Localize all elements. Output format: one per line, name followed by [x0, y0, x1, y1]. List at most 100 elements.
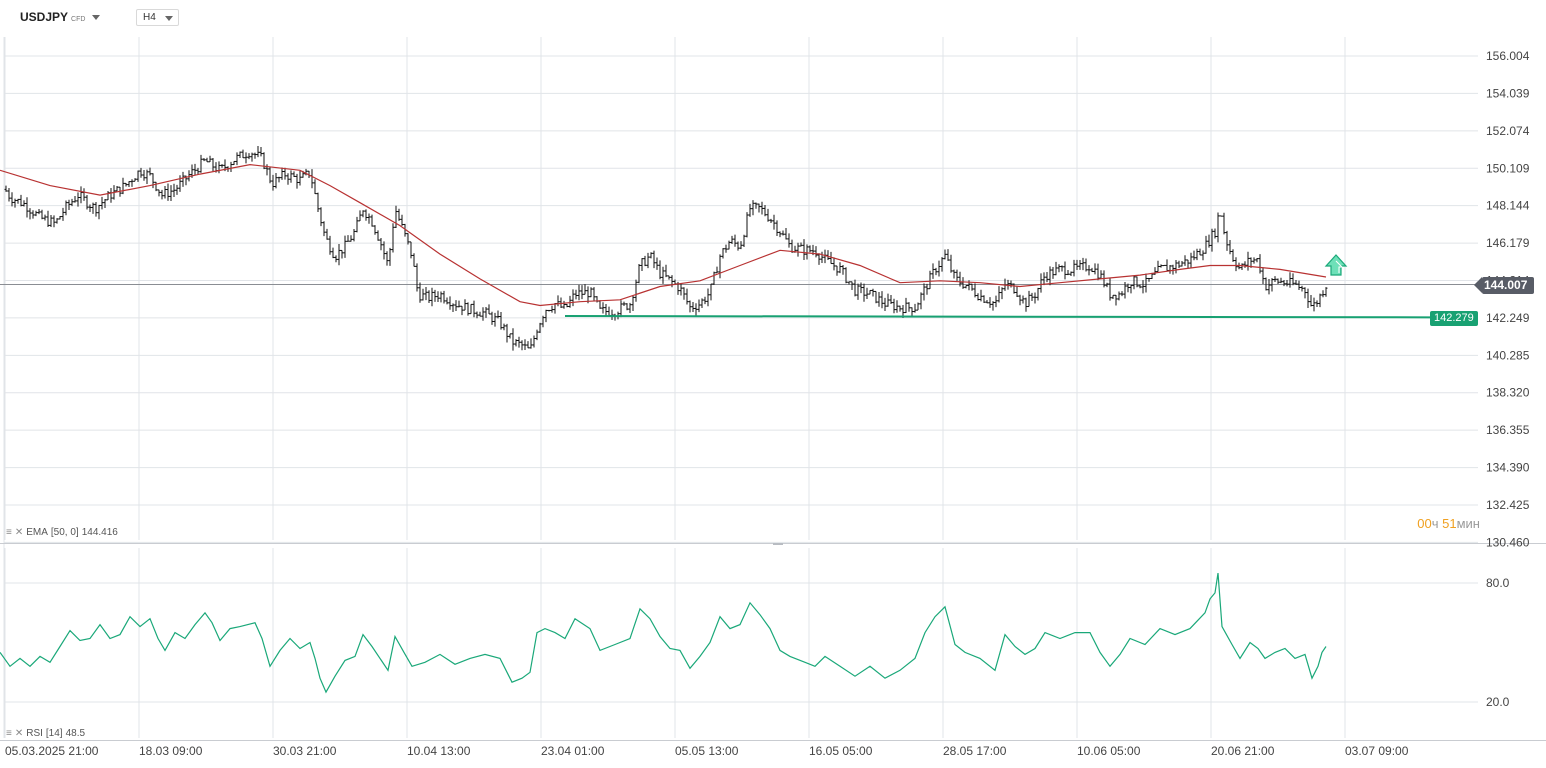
candle	[700, 298, 704, 308]
candle	[880, 291, 884, 309]
candle	[1162, 264, 1166, 267]
symbol-type: CFD	[71, 16, 86, 23]
candle	[106, 190, 110, 201]
candle	[76, 192, 80, 207]
candle	[796, 242, 800, 257]
candle	[595, 296, 599, 303]
candle	[979, 289, 983, 302]
level-line	[564, 315, 1431, 319]
candle	[385, 251, 389, 266]
candle	[1291, 273, 1295, 286]
candle	[661, 266, 665, 284]
symbol-selector[interactable]: USDJPY CFD	[20, 10, 101, 24]
chart-toolbar: USDJPY CFD H4	[0, 0, 1546, 34]
candle	[1279, 277, 1283, 284]
candle	[313, 179, 317, 195]
x-tick-label: 28.05 17:00	[943, 744, 1007, 758]
candle	[712, 271, 716, 285]
candle	[124, 182, 128, 187]
candle	[526, 341, 530, 349]
candle	[160, 189, 164, 200]
candle	[40, 209, 44, 220]
candle	[1111, 294, 1115, 300]
candle	[940, 257, 944, 272]
candle	[361, 210, 365, 218]
candle	[490, 311, 494, 325]
candle	[1129, 284, 1133, 294]
candle	[622, 301, 626, 306]
settings-list-icon[interactable]: ≡	[6, 527, 12, 538]
candle	[1099, 270, 1103, 280]
timeframe-selector[interactable]: H4	[136, 9, 179, 26]
candle	[559, 297, 563, 309]
candle	[922, 283, 926, 301]
support-level-line[interactable]	[564, 315, 1431, 319]
candle	[229, 161, 233, 172]
candle	[181, 171, 185, 187]
candle	[46, 210, 50, 227]
candle	[652, 250, 656, 269]
candle	[1321, 290, 1325, 298]
candle	[355, 216, 359, 233]
candle	[1063, 261, 1067, 280]
candle	[859, 282, 863, 294]
candle	[601, 302, 605, 314]
candle	[22, 200, 26, 207]
candle	[1195, 248, 1199, 261]
rsi-legend: ≡ ✕ RSI [14] 48.5	[6, 728, 85, 739]
y-tick-label: 156.004	[1486, 49, 1530, 63]
settings-list-icon[interactable]: ≡	[6, 728, 12, 739]
candle	[352, 228, 356, 242]
candle	[25, 197, 29, 218]
candle	[346, 235, 350, 242]
candle	[88, 204, 92, 213]
x-tick-label: 16.05 05:00	[809, 744, 873, 758]
close-icon[interactable]: ✕	[14, 527, 24, 538]
candle	[1132, 275, 1136, 290]
candle	[325, 228, 329, 240]
candle	[415, 263, 419, 292]
candle	[103, 199, 107, 208]
candle	[697, 299, 701, 313]
candle	[505, 323, 509, 343]
candle	[163, 185, 167, 199]
candle	[751, 200, 755, 216]
candle	[1009, 280, 1013, 288]
candle	[100, 196, 104, 210]
level-price-tag[interactable]: 142.279	[1430, 311, 1478, 326]
candle	[583, 284, 587, 295]
candle	[169, 185, 173, 201]
candle	[466, 302, 470, 316]
candle	[187, 170, 191, 182]
ema-legend: ≡ ✕ EMA [50, 0] 144.416	[6, 527, 118, 538]
candle	[919, 292, 923, 310]
candle	[148, 167, 152, 176]
candle	[205, 157, 209, 163]
x-tick-label: 30.03 21:00	[273, 744, 337, 758]
candle	[511, 328, 515, 351]
candle	[289, 170, 293, 183]
candle	[814, 246, 818, 258]
candle	[1252, 257, 1256, 264]
candle	[211, 157, 215, 172]
y-tick-label: 132.425	[1486, 498, 1530, 512]
candle	[589, 287, 593, 298]
candle	[1210, 228, 1214, 252]
candle	[718, 254, 722, 279]
candle	[799, 242, 803, 247]
timer-minutes: 51	[1442, 516, 1457, 531]
close-icon[interactable]: ✕	[14, 728, 24, 739]
grid	[0, 37, 1546, 741]
rsi-value: 48.5	[65, 728, 86, 739]
candle	[202, 158, 206, 162]
candle	[1066, 269, 1070, 276]
x-tick-label: 10.06 05:00	[1077, 744, 1141, 758]
candle	[1060, 265, 1064, 272]
candle	[172, 183, 176, 198]
candle	[949, 254, 953, 273]
candle	[271, 174, 275, 191]
candle	[604, 304, 608, 317]
candle	[637, 263, 641, 284]
candle	[151, 173, 155, 189]
